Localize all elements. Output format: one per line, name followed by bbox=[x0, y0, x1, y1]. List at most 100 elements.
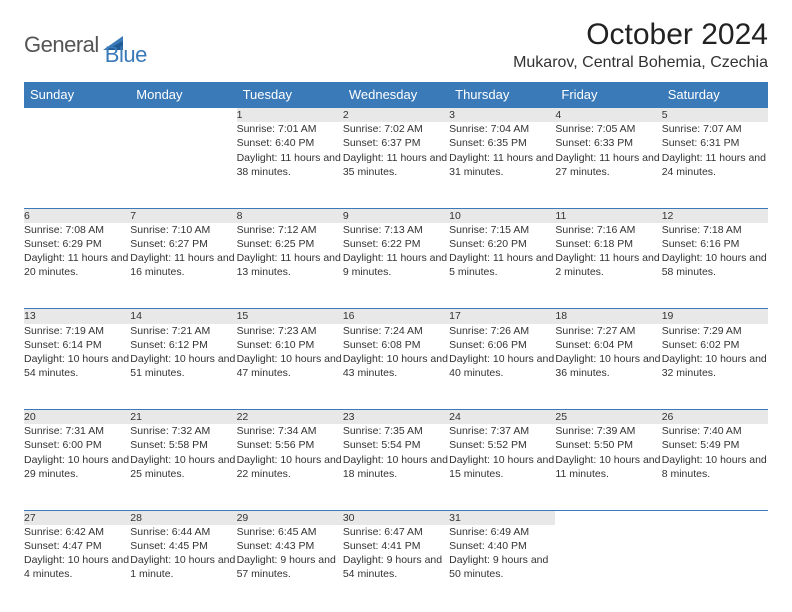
sunset-label: Sunset: bbox=[449, 339, 488, 351]
sunset-value: 6:22 PM bbox=[381, 238, 420, 250]
day-cell: Sunrise: 6:42 AMSunset: 4:47 PMDaylight:… bbox=[24, 525, 130, 611]
sunset-label: Sunset: bbox=[237, 238, 276, 250]
day-cell: Sunrise: 7:35 AMSunset: 5:54 PMDaylight:… bbox=[343, 424, 449, 510]
empty-cell bbox=[24, 122, 130, 208]
sunset-value: 6:37 PM bbox=[381, 137, 420, 149]
week-content-row: Sunrise: 7:01 AMSunset: 6:40 PMDaylight:… bbox=[24, 122, 768, 208]
sunrise-line: Sunrise: 7:18 AM bbox=[662, 223, 768, 237]
sunrise-line: Sunrise: 6:45 AM bbox=[237, 525, 343, 539]
daylight-line: Daylight: 11 hours and 35 minutes. bbox=[343, 151, 449, 179]
sunset-value: 6:08 PM bbox=[381, 339, 420, 351]
day-cell: Sunrise: 6:44 AMSunset: 4:45 PMDaylight:… bbox=[130, 525, 236, 611]
sunrise-line: Sunrise: 7:37 AM bbox=[449, 424, 555, 438]
daylight-label: Daylight: bbox=[662, 454, 706, 466]
sunset-value: 4:43 PM bbox=[275, 540, 314, 552]
day-cell: Sunrise: 7:04 AMSunset: 6:35 PMDaylight:… bbox=[449, 122, 555, 208]
day-cell: Sunrise: 7:32 AMSunset: 5:58 PMDaylight:… bbox=[130, 424, 236, 510]
sunrise-line: Sunrise: 6:44 AM bbox=[130, 525, 236, 539]
sunrise-label: Sunrise: bbox=[24, 526, 65, 538]
sunrise-value: 7:35 AM bbox=[384, 425, 423, 437]
sunset-line: Sunset: 5:49 PM bbox=[662, 438, 768, 452]
daylight-line: Daylight: 10 hours and 29 minutes. bbox=[24, 453, 130, 481]
sunrise-label: Sunrise: bbox=[130, 526, 171, 538]
sunset-line: Sunset: 6:16 PM bbox=[662, 237, 768, 251]
sunrise-value: 6:49 AM bbox=[491, 526, 530, 538]
sunset-label: Sunset: bbox=[24, 439, 63, 451]
sunrise-label: Sunrise: bbox=[130, 325, 171, 337]
sunrise-label: Sunrise: bbox=[130, 224, 171, 236]
day-number: 27 bbox=[24, 510, 130, 525]
day-cell: Sunrise: 7:21 AMSunset: 6:12 PMDaylight:… bbox=[130, 324, 236, 410]
daylight-line: Daylight: 9 hours and 57 minutes. bbox=[237, 553, 343, 581]
sunrise-label: Sunrise: bbox=[449, 123, 490, 135]
sunrise-value: 6:47 AM bbox=[384, 526, 423, 538]
sunrise-label: Sunrise: bbox=[449, 526, 490, 538]
sunset-value: 6:18 PM bbox=[594, 238, 633, 250]
daylight-line: Daylight: 11 hours and 16 minutes. bbox=[130, 251, 236, 279]
sunrise-value: 7:21 AM bbox=[172, 325, 211, 337]
sunset-value: 6:10 PM bbox=[275, 339, 314, 351]
sunset-value: 6:06 PM bbox=[488, 339, 527, 351]
sunset-value: 5:56 PM bbox=[275, 439, 314, 451]
daylight-label: Daylight: bbox=[449, 252, 493, 264]
sunrise-value: 7:05 AM bbox=[597, 123, 636, 135]
day-cell: Sunrise: 7:18 AMSunset: 6:16 PMDaylight:… bbox=[662, 223, 768, 309]
sunset-label: Sunset: bbox=[449, 238, 488, 250]
sunrise-line: Sunrise: 7:32 AM bbox=[130, 424, 236, 438]
empty-cell bbox=[24, 108, 130, 123]
sunset-line: Sunset: 6:22 PM bbox=[343, 237, 449, 251]
sunset-line: Sunset: 6:18 PM bbox=[555, 237, 661, 251]
sunset-value: 6:12 PM bbox=[169, 339, 208, 351]
sunset-line: Sunset: 6:08 PM bbox=[343, 338, 449, 352]
sunset-line: Sunset: 6:35 PM bbox=[449, 136, 555, 150]
day-number: 19 bbox=[662, 309, 768, 324]
day-header: Saturday bbox=[662, 82, 768, 108]
sunset-value: 6:25 PM bbox=[275, 238, 314, 250]
empty-cell bbox=[130, 108, 236, 123]
sunset-value: 6:40 PM bbox=[275, 137, 314, 149]
sunrise-value: 7:07 AM bbox=[703, 123, 742, 135]
daylight-line: Daylight: 10 hours and 40 minutes. bbox=[449, 352, 555, 380]
daylight-label: Daylight: bbox=[24, 554, 68, 566]
week-number-row: 12345 bbox=[24, 108, 768, 123]
sunset-line: Sunset: 4:40 PM bbox=[449, 539, 555, 553]
sunset-label: Sunset: bbox=[662, 137, 701, 149]
sunset-label: Sunset: bbox=[662, 238, 701, 250]
daylight-line: Daylight: 11 hours and 38 minutes. bbox=[237, 151, 343, 179]
page-title: October 2024 bbox=[513, 18, 768, 52]
week-content-row: Sunrise: 7:31 AMSunset: 6:00 PMDaylight:… bbox=[24, 424, 768, 510]
daylight-line: Daylight: 11 hours and 5 minutes. bbox=[449, 251, 555, 279]
sunrise-value: 7:13 AM bbox=[384, 224, 423, 236]
daylight-line: Daylight: 10 hours and 36 minutes. bbox=[555, 352, 661, 380]
sunrise-value: 7:23 AM bbox=[278, 325, 317, 337]
daylight-label: Daylight: bbox=[449, 554, 493, 566]
sunset-label: Sunset: bbox=[237, 439, 276, 451]
day-number: 25 bbox=[555, 410, 661, 425]
sunrise-label: Sunrise: bbox=[237, 224, 278, 236]
sunrise-value: 7:39 AM bbox=[597, 425, 636, 437]
sunset-label: Sunset: bbox=[237, 137, 276, 149]
day-header: Sunday bbox=[24, 82, 130, 108]
sunrise-label: Sunrise: bbox=[662, 123, 703, 135]
sunrise-line: Sunrise: 6:42 AM bbox=[24, 525, 130, 539]
sunset-label: Sunset: bbox=[343, 540, 382, 552]
sunset-line: Sunset: 6:12 PM bbox=[130, 338, 236, 352]
sunset-line: Sunset: 6:27 PM bbox=[130, 237, 236, 251]
daylight-label: Daylight: bbox=[343, 554, 387, 566]
daylight-label: Daylight: bbox=[237, 554, 281, 566]
daylight-label: Daylight: bbox=[555, 252, 599, 264]
sunset-label: Sunset: bbox=[555, 238, 594, 250]
sunrise-value: 7:29 AM bbox=[703, 325, 742, 337]
daylight-label: Daylight: bbox=[555, 152, 599, 164]
sunrise-line: Sunrise: 7:29 AM bbox=[662, 324, 768, 338]
daylight-line: Daylight: 10 hours and 25 minutes. bbox=[130, 453, 236, 481]
sunset-line: Sunset: 6:29 PM bbox=[24, 237, 130, 251]
day-header: Monday bbox=[130, 82, 236, 108]
sunset-value: 6:35 PM bbox=[488, 137, 527, 149]
daylight-line: Daylight: 10 hours and 11 minutes. bbox=[555, 453, 661, 481]
day-cell: Sunrise: 7:10 AMSunset: 6:27 PMDaylight:… bbox=[130, 223, 236, 309]
day-number: 1 bbox=[237, 108, 343, 123]
day-number: 26 bbox=[662, 410, 768, 425]
day-header: Friday bbox=[555, 82, 661, 108]
empty-cell bbox=[662, 525, 768, 611]
